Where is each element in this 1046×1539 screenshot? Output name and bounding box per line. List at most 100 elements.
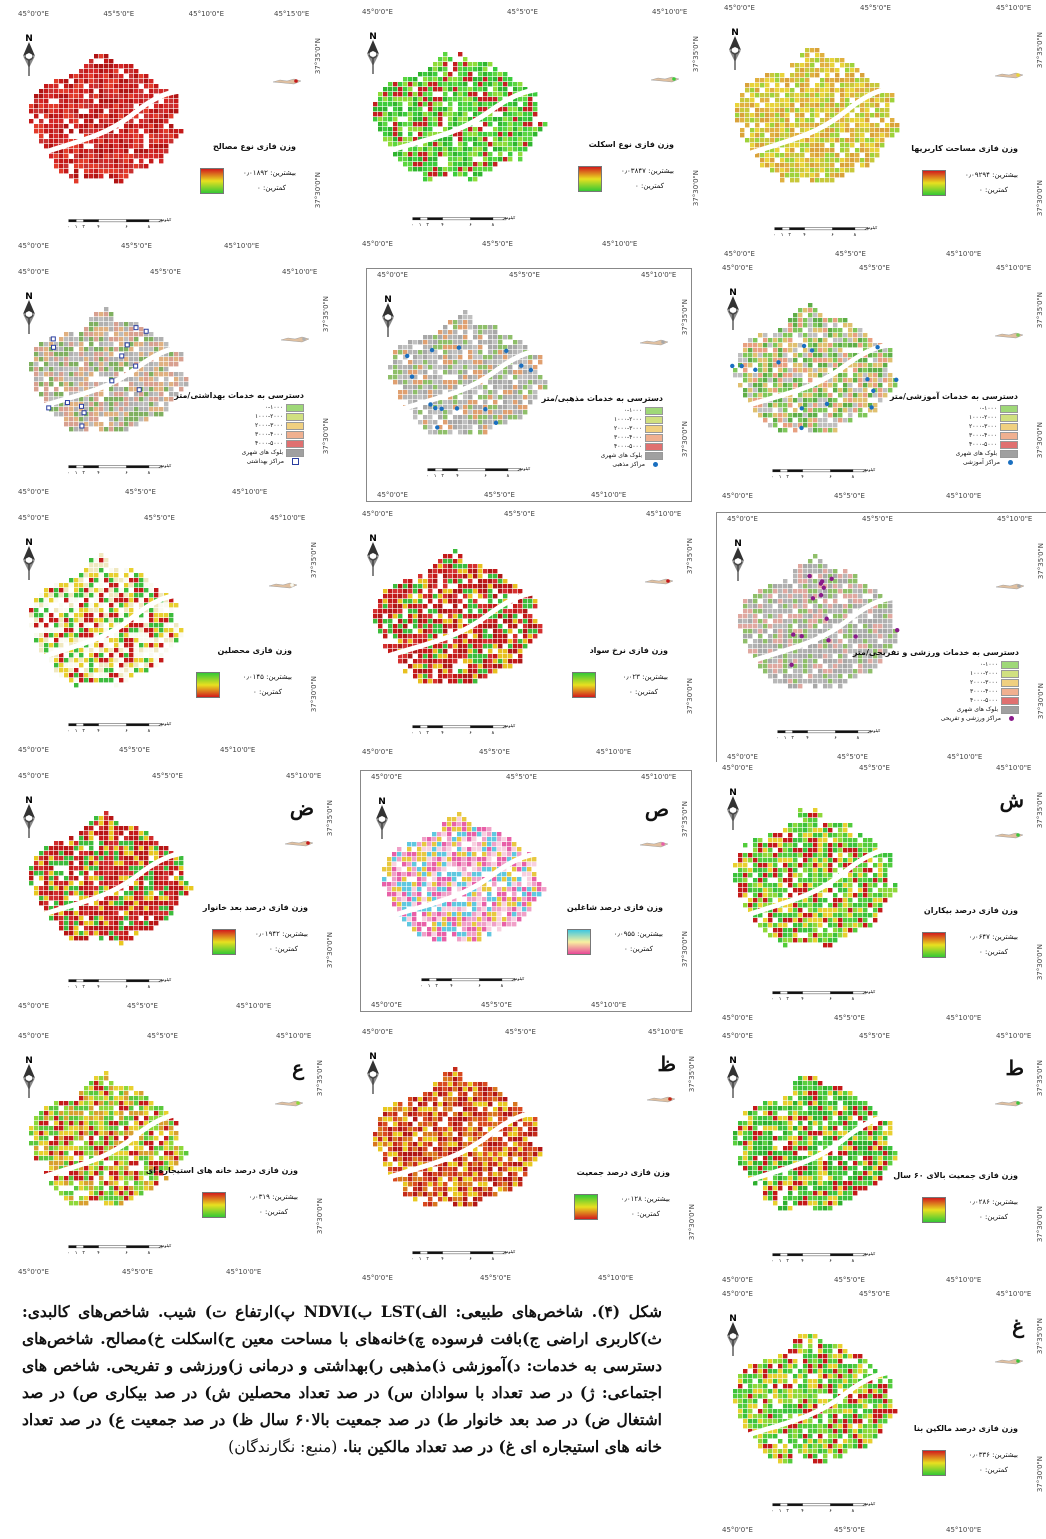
latitude-label: 37°30'0"N: [686, 678, 694, 715]
svg-text:کیلومتر: کیلومتر: [157, 464, 172, 469]
north-arrow-icon: N: [23, 34, 35, 76]
longitude-label-top: 45°5'0"E: [859, 1032, 890, 1040]
fuzzy-weight-legend: [922, 1197, 946, 1223]
legend-max: بیشترین: ۰٫۰۳۳۶: [968, 1451, 1018, 1459]
map-title: وزن فازی نرخ سواد: [589, 646, 668, 655]
city-map: [733, 1334, 907, 1464]
north-arrow-icon: N: [727, 288, 739, 330]
legend-max: بیشترین: ۰٫۰۹۲۹۴: [965, 171, 1018, 179]
panel-letter: ص: [644, 797, 669, 821]
longitude-label-bottom: 45°5'0"E: [480, 1274, 511, 1282]
map-title: وزن فازی درصد بعد خانوار: [202, 903, 308, 912]
legend-min: کمترین: ۰: [979, 1466, 1008, 1474]
legend-label: ۲۰۰۰-۳۰۰۰: [255, 422, 283, 429]
north-arrow-icon: N: [382, 295, 394, 337]
longitude-label-bottom: 45°5'0"E: [122, 1268, 153, 1276]
svg-text:۴: ۴: [441, 731, 444, 736]
locator-inset: [268, 582, 298, 589]
north-arrow-icon: N: [367, 32, 379, 74]
longitude-label-bottom: 45°5'0"E: [835, 250, 866, 258]
svg-text:۱: ۱: [75, 471, 78, 476]
svg-text:N: N: [369, 32, 377, 42]
longitude-label-top: 45°10'0"E: [646, 510, 682, 518]
panel-letter: ض: [289, 796, 314, 820]
svg-text:۰: ۰: [411, 223, 414, 228]
longitude-label-top: 45°10'0"E: [276, 1032, 312, 1040]
legend-swatch: [286, 403, 304, 412]
longitude-label-top: 45°5'0"E: [150, 268, 181, 276]
map-title: دسترسی به خدمات آموزشی/متر: [889, 392, 1018, 401]
map-panel-p15: 45°0'0"E 45°5'0"E 45°10'0"E 45°0'0"E 45°5'0"…: [8, 1030, 326, 1278]
map-title: وزن فازی جمعیت بالای ۶۰ سال: [893, 1171, 1018, 1180]
map-title: وزن فازی نوع اسکلت: [588, 140, 674, 149]
legend-swatch: [1000, 449, 1018, 458]
fuzzy-weight-legend: [578, 166, 602, 192]
svg-text:۰: ۰: [67, 225, 70, 230]
latitude-label: 37°30'0"N: [688, 1204, 696, 1241]
legend-row: ۱۰۰۰-۲۰۰۰: [935, 669, 1019, 678]
svg-text:۴: ۴: [803, 233, 806, 238]
longitude-label-bottom: 45°0'0"E: [362, 1274, 393, 1282]
legend-swatch: [1001, 678, 1019, 687]
legend-max: بیشترین: ۰٫۰۲۸۶: [968, 1198, 1018, 1206]
legend-swatch: [645, 433, 663, 442]
longitude-label-top: 45°0'0"E: [722, 1032, 753, 1040]
legend-label: ۳۰۰۰-۴۰۰۰: [255, 431, 283, 438]
svg-text:N: N: [25, 292, 33, 302]
panel-letter: غ: [1012, 1314, 1024, 1338]
legend-min: کمترین: ۰: [979, 186, 1008, 194]
longitude-label-bottom: 45°0'0"E: [722, 1276, 753, 1284]
map-panel-p13: 45°0'0"E 45°5'0"E 45°10'0"E 45°0'0"E 45°5'0"…: [712, 1030, 1046, 1286]
longitude-label-bottom: 45°0'0"E: [722, 492, 753, 500]
svg-text:N: N: [731, 28, 739, 38]
svg-text:۲: ۲: [82, 224, 85, 230]
map-title: وزن فازی نوع مصالح: [212, 142, 296, 151]
longitude-label-bottom: 45°0'0"E: [18, 488, 49, 496]
longitude-label-bottom: 45°5'0"E: [119, 746, 150, 754]
north-arrow-icon: N: [367, 534, 379, 576]
legend-label: ۴۰۰۰-۵۰۰۰: [255, 440, 283, 447]
longitude-label-top: 45°5'0"E: [103, 10, 135, 18]
latitude-label: 37°30'0"N: [681, 421, 689, 458]
longitude-label-top: 45°10'0"E: [641, 271, 677, 279]
longitude-label-top: 45°10'0"E: [188, 10, 224, 18]
legend-row: ۰-۱۰۰۰: [934, 404, 1018, 413]
legend-min: کمترین: ۰: [624, 945, 653, 953]
fuzzy-weight-legend: [567, 929, 591, 955]
legend-label: ۱۰۰۰-۲۰۰۰: [970, 670, 998, 677]
locator-inset: [646, 1096, 676, 1103]
longitude-label-top: 45°5'0"E: [506, 773, 537, 781]
legend-swatch: [286, 448, 304, 457]
legend-label: بلوک های شهری: [956, 706, 998, 713]
longitude-label-top: 45°0'0"E: [18, 1032, 49, 1040]
fuzzy-weight-legend: [922, 932, 946, 958]
legend-row-centres: مراکز بهداشتی: [220, 457, 304, 466]
legend-label: ۳۰۰۰-۴۰۰۰: [969, 432, 997, 439]
svg-text:۲: ۲: [82, 470, 85, 476]
legend-min: کمترین: ۰: [259, 1208, 288, 1216]
map-panel-p8: 45°0'0"E 45°5'0"E 45°10'0"E 45°0'0"E 45°5'0"…: [352, 508, 696, 758]
longitude-label-top: 45°10'0"E: [282, 268, 318, 276]
city-map: [733, 808, 907, 948]
latitude-label: 37°35'0"N: [681, 801, 689, 838]
locator-inset: [994, 832, 1024, 839]
legend-max: بیشترین: ۰٫۰۹۵۵: [613, 930, 663, 938]
svg-text:۴: ۴: [456, 474, 459, 479]
map-panel-p14: 45°0'0"E 45°5'0"E 45°10'0"E 45°0'0"E 45°5'0"…: [352, 1026, 698, 1284]
longitude-label-top: 45°5'0"E: [860, 4, 891, 12]
latitude-label: 37°35'0"N: [688, 1056, 696, 1093]
legend-max: بیشترین: ۰٫۰۱۸۹۲: [243, 169, 296, 177]
latitude-label: 37°30'0"N: [692, 170, 700, 207]
legend-swatch: [286, 439, 304, 448]
longitude-label-top: 45°5'0"E: [859, 764, 890, 772]
caption-source: (منبع: نگارندگان): [228, 1438, 338, 1456]
legend-swatch: [1000, 431, 1018, 440]
panel-letter: ظ: [657, 1052, 677, 1076]
legend-label: بلوک های شهری: [600, 452, 642, 459]
latitude-label: 37°35'0"N: [326, 800, 334, 837]
longitude-label-top: 45°5'0"E: [504, 510, 535, 518]
map-title: وزن فازی درصد بیکاران: [923, 906, 1018, 915]
longitude-label-top: 45°5'0"E: [147, 1032, 178, 1040]
latitude-label: 37°35'0"N: [686, 538, 694, 575]
